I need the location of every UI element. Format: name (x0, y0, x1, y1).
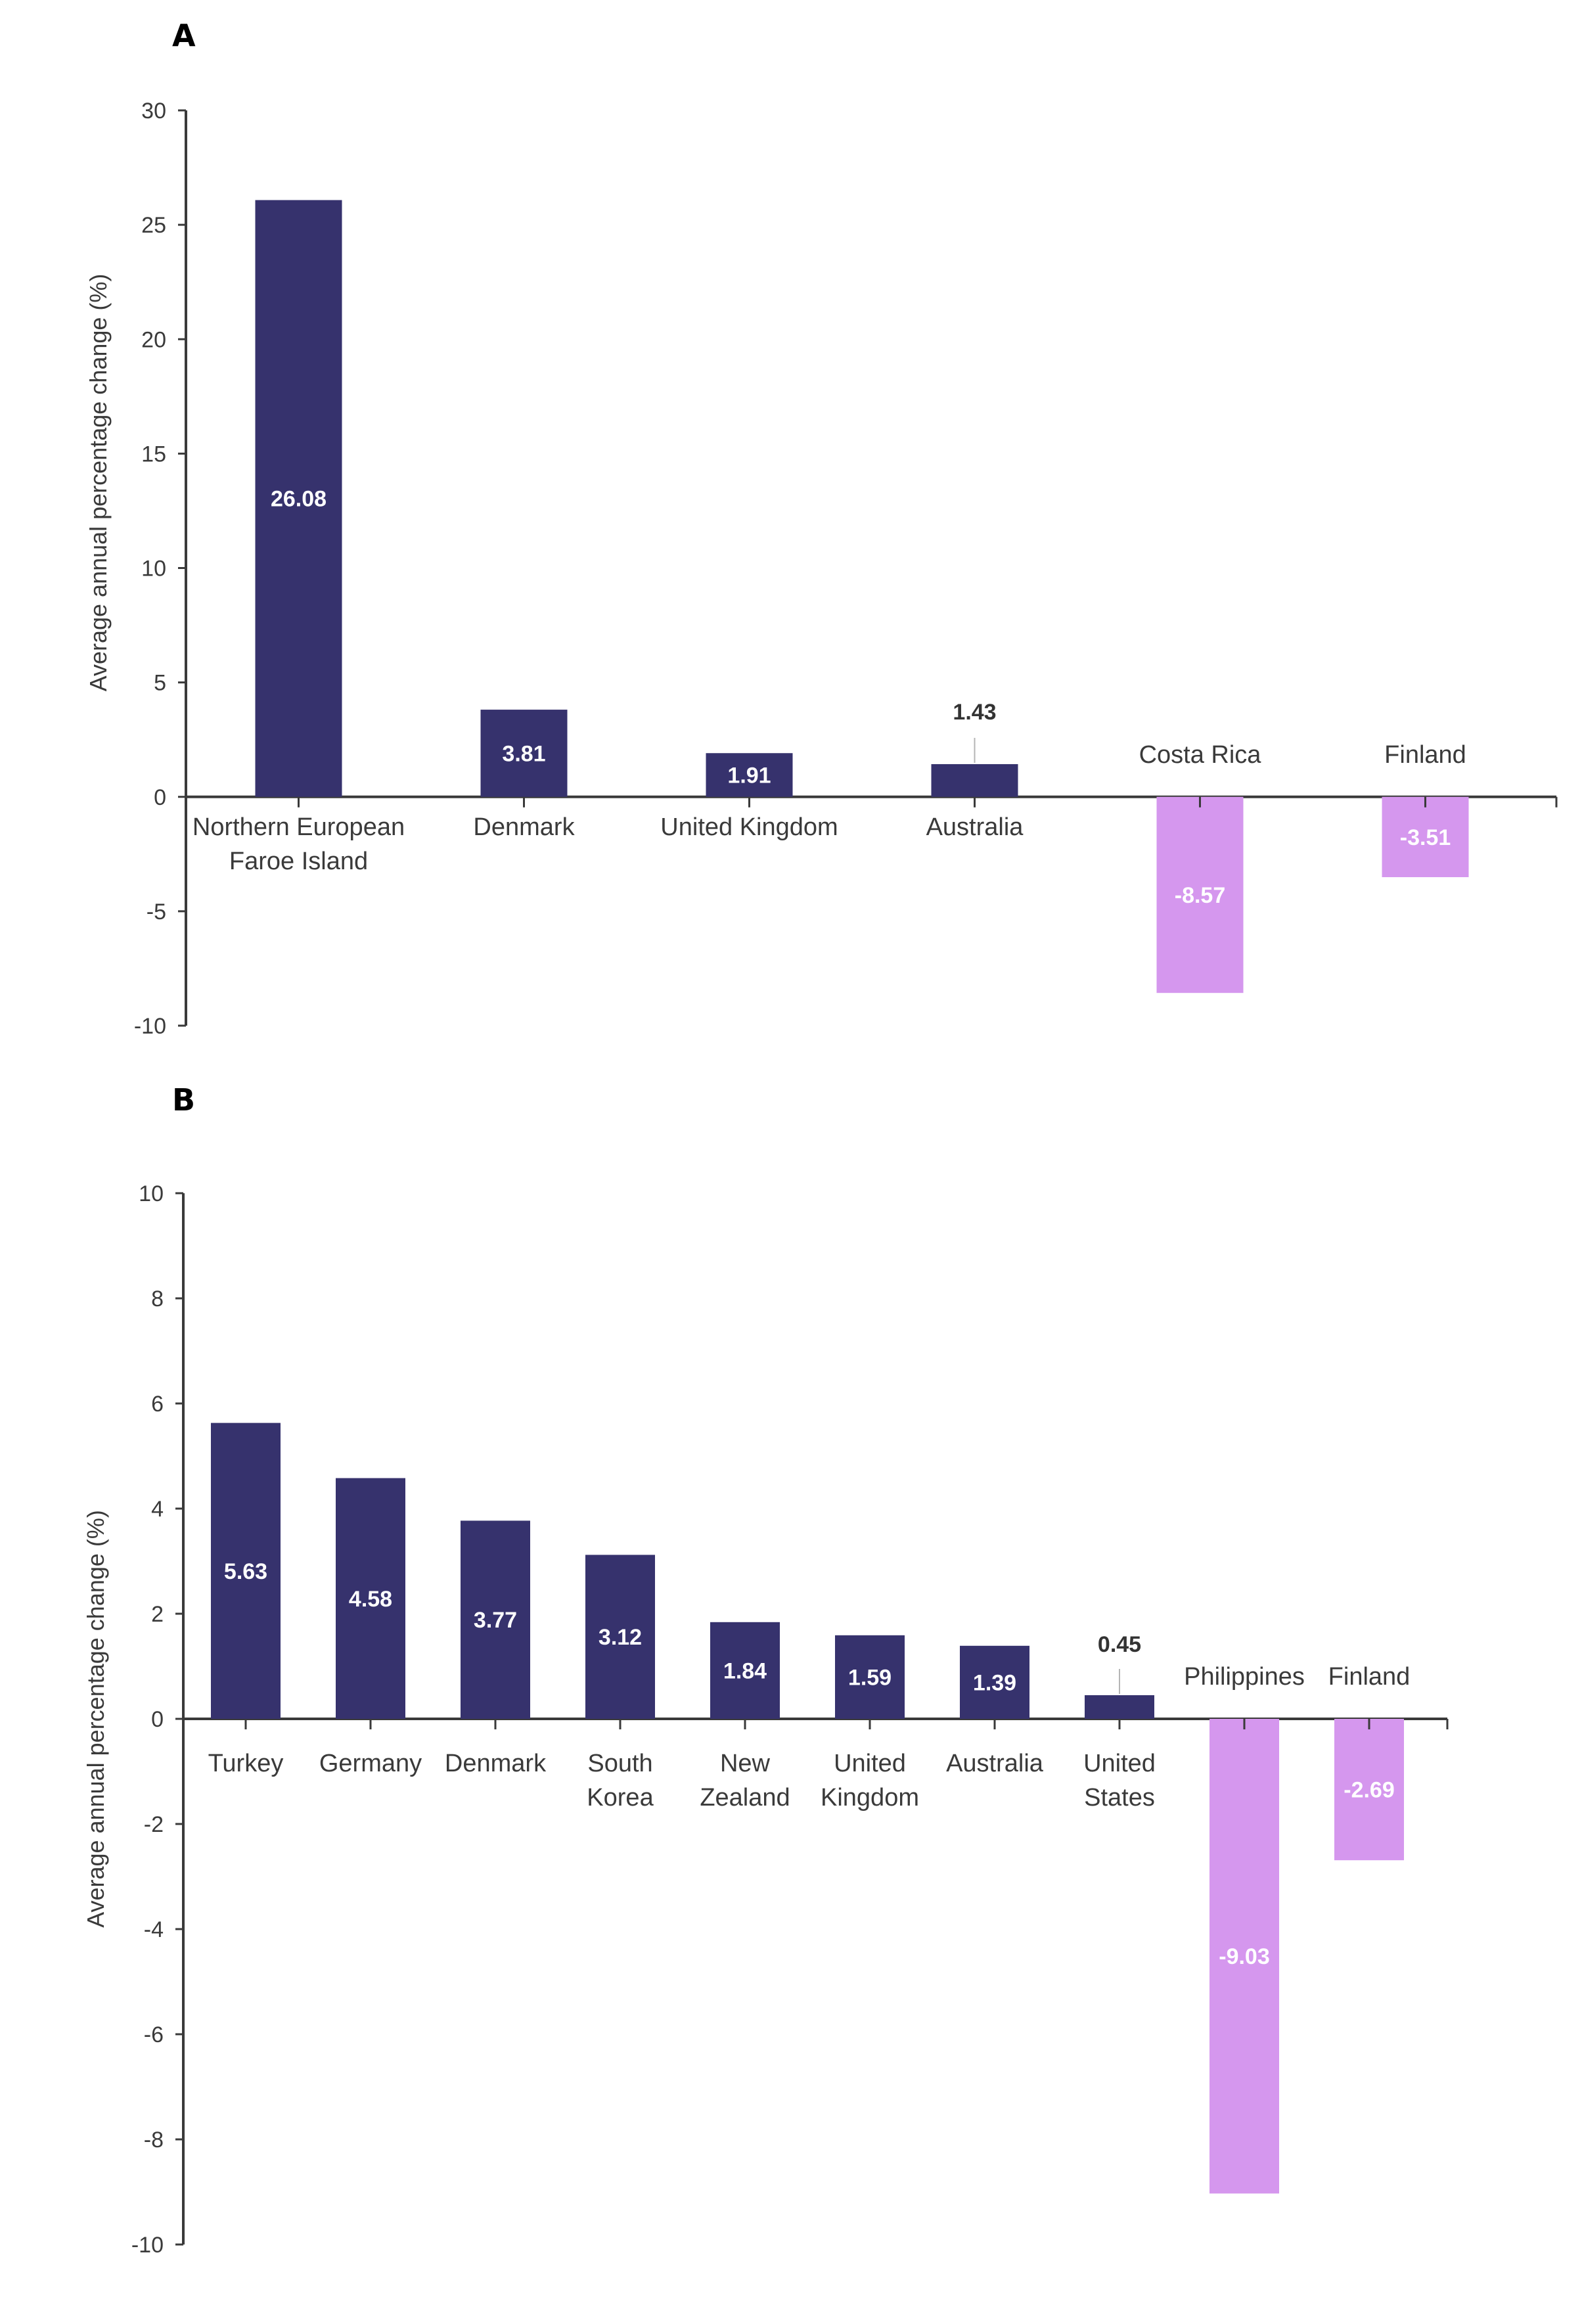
y-tick-label: -6 (144, 2022, 164, 2047)
y-tick-label: 30 (141, 99, 166, 124)
y-tick-label: 20 (141, 327, 166, 352)
bar (1156, 796, 1244, 993)
y-tick-label: 6 (151, 1392, 164, 1417)
category-label: Australia (926, 813, 1024, 841)
value-label: -8.57 (1175, 883, 1226, 908)
category-label: Kingdom (821, 1784, 919, 1811)
category-label: New (720, 1750, 771, 1777)
category-label: Finland (1384, 741, 1466, 769)
category-label: Philippines (1184, 1663, 1305, 1691)
category-label: Costa Rica (1139, 741, 1262, 769)
y-tick-label: 0 (154, 785, 166, 810)
value-label: 3.81 (502, 741, 545, 766)
y-tick-label: -8 (144, 2128, 164, 2153)
value-label: 1.84 (723, 1658, 767, 1683)
chart-b: 10 8 6 4 2 0 -2 -4 -6 -8 -10 Average annual percent… (82, 1181, 1449, 2258)
y-tick-label: 15 (141, 442, 166, 467)
bar (710, 1622, 780, 1719)
bar (960, 1645, 1029, 1719)
panel-label-a: A (172, 18, 196, 53)
y-tick-label: 8 (151, 1287, 164, 1311)
category-label: Denmark (473, 813, 575, 841)
category-label: United (1083, 1750, 1156, 1777)
category-label: Denmark (445, 1750, 547, 1777)
bar (835, 1635, 905, 1719)
category-label: United (834, 1750, 906, 1777)
bar (255, 200, 342, 797)
value-label: -9.03 (1219, 1944, 1270, 1969)
value-label: 3.12 (599, 1625, 642, 1650)
value-label: 1.91 (727, 763, 771, 788)
y-tick-label: -2 (144, 1812, 164, 1837)
bar (1382, 796, 1469, 877)
value-label: 3.77 (474, 1608, 517, 1633)
y-tick-label: 2 (151, 1602, 164, 1627)
bar (461, 1520, 530, 1719)
bar (1209, 1719, 1279, 2194)
y-tick-label: -10 (131, 2233, 164, 2258)
value-label: 1.59 (848, 1665, 892, 1690)
value-label: 5.63 (224, 1559, 267, 1584)
y-tick-label: 10 (139, 1181, 164, 1206)
value-label: 1.43 (953, 700, 996, 725)
value-label: 26.08 (271, 487, 327, 512)
bar (1085, 1695, 1154, 1719)
y-tick-label: 10 (141, 557, 166, 581)
bar (585, 1555, 655, 1719)
bar (211, 1423, 281, 1719)
bar (336, 1478, 405, 1719)
y-axis-title: Average annual percentage change (%) (85, 274, 112, 692)
value-label: 4.58 (349, 1587, 392, 1612)
category-label: Northern European (192, 813, 405, 841)
value-label: 1.39 (973, 1670, 1016, 1695)
y-tick-label: 0 (151, 1707, 164, 1732)
bar (1334, 1719, 1404, 1861)
y-tick-label: -5 (147, 900, 166, 924)
value-label: -2.69 (1344, 1778, 1395, 1803)
y-axis-title: Average annual percentage change (%) (82, 1510, 109, 1928)
bar (931, 763, 1018, 797)
y-tick-label: -4 (144, 1917, 164, 1942)
category-label: Germany (319, 1750, 422, 1777)
category-label: States (1084, 1784, 1155, 1811)
category-label: Faroe Island (229, 848, 368, 875)
y-tick-label: 5 (154, 671, 166, 696)
category-label: Turkey (208, 1750, 284, 1777)
value-label: 0.45 (1098, 1632, 1141, 1657)
category-label: South (587, 1750, 652, 1777)
y-tick-label: 4 (151, 1497, 164, 1522)
bar (706, 753, 793, 797)
value-label: -3.51 (1400, 825, 1451, 850)
panel-label-b: B (172, 1082, 195, 1118)
chart-a: 30 25 20 15 10 5 0 -5 -10 Average annual percenta… (85, 99, 1558, 1039)
y-tick-label: -10 (134, 1014, 166, 1039)
category-label: Finland (1328, 1663, 1411, 1691)
category-label: Australia (946, 1750, 1044, 1777)
category-label: United Kingdom (660, 813, 838, 841)
category-label: Korea (587, 1784, 654, 1811)
category-label: Zealand (700, 1784, 790, 1811)
y-tick-label: 25 (141, 213, 166, 238)
bar (480, 710, 568, 797)
